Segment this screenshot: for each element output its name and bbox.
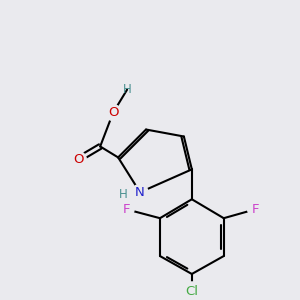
Circle shape	[70, 152, 86, 167]
Text: F: F	[122, 203, 130, 216]
Text: O: O	[73, 153, 83, 166]
Circle shape	[248, 201, 264, 217]
Circle shape	[105, 105, 121, 121]
Text: Cl: Cl	[185, 285, 198, 298]
Circle shape	[118, 201, 134, 217]
Circle shape	[182, 282, 202, 300]
Text: F: F	[252, 203, 260, 216]
Text: N: N	[135, 186, 145, 199]
Circle shape	[132, 184, 148, 200]
Text: H: H	[123, 83, 131, 96]
Text: H: H	[119, 188, 128, 201]
Text: O: O	[108, 106, 119, 119]
